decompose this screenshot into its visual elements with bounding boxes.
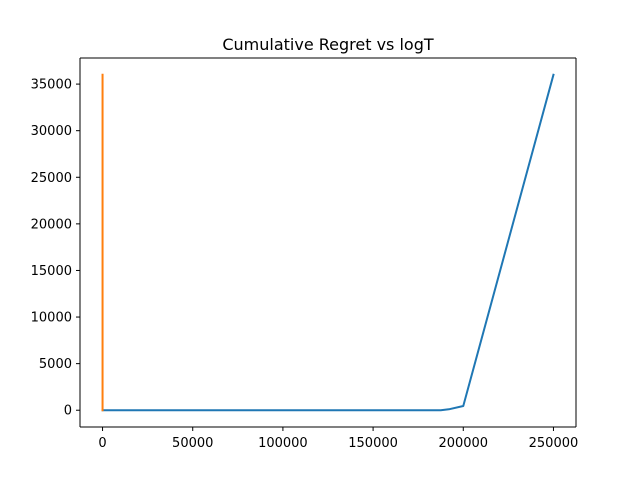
x-tick-label: 150000 (348, 436, 398, 451)
x-tick-label: 50000 (172, 436, 213, 451)
series-layer (101, 73, 555, 412)
series-line-1 (101, 73, 555, 412)
x-tick-label: 250000 (529, 436, 579, 451)
y-tick-label: 0 (64, 404, 72, 419)
axes-layer (79, 57, 577, 428)
y-tick-label: 15000 (31, 264, 72, 279)
y-tick-label: 30000 (31, 124, 72, 139)
y-tick-label: 25000 (31, 171, 72, 186)
y-tick-label: 5000 (39, 357, 72, 372)
x-tick-label: 0 (98, 436, 106, 451)
x-tick-label: 200000 (438, 436, 488, 451)
y-axis-ticks: 0 5000 10000 15000 20000 25000 30000 35000 (31, 78, 80, 419)
chart-title: Cumulative Regret vs logT (222, 35, 434, 54)
y-tick-label: 35000 (31, 78, 72, 93)
x-axis-ticks: 0 50000 100000 150000 200000 250000 (98, 427, 578, 451)
y-tick-label: 20000 (31, 217, 72, 232)
y-tick-label: 10000 (31, 311, 72, 326)
x-tick-label: 100000 (258, 436, 308, 451)
